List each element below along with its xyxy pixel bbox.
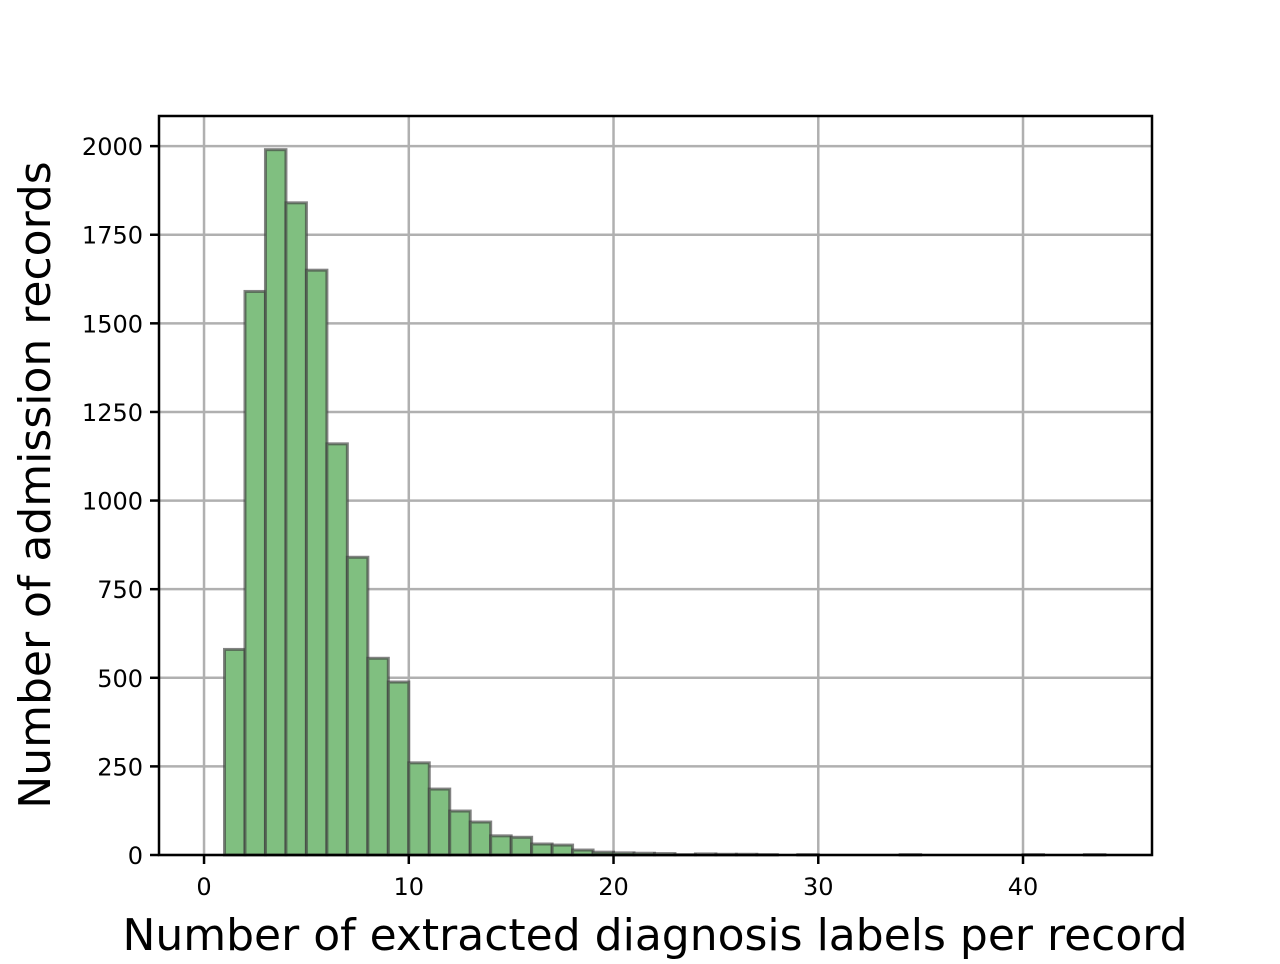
y-tick-label: 1500 xyxy=(82,310,143,338)
histogram-bar xyxy=(225,649,245,855)
y-tick-label: 250 xyxy=(97,753,143,781)
y-tick-label: 0 xyxy=(128,842,143,870)
x-tick-label: 40 xyxy=(1008,873,1039,901)
histogram-bar xyxy=(347,557,367,855)
y-axis-ticks: 0 250 500 750 1000 1250 1500 1750 2000 xyxy=(82,133,159,870)
y-axis-label: Number of admission records xyxy=(10,161,61,808)
histogram-bar xyxy=(532,844,552,855)
x-tick-label: 0 xyxy=(196,873,211,901)
histogram-bar xyxy=(429,789,449,855)
histogram-bar xyxy=(491,836,511,855)
histogram-bar xyxy=(511,837,531,855)
y-tick-label: 1250 xyxy=(82,399,143,427)
histogram-bar xyxy=(552,845,572,855)
histogram-bar xyxy=(470,822,490,855)
y-tick-label: 500 xyxy=(97,665,143,693)
y-tick-label: 1750 xyxy=(82,222,143,250)
histogram-bar xyxy=(368,658,388,855)
histogram-bar xyxy=(245,291,265,855)
x-tick-label: 30 xyxy=(803,873,834,901)
x-tick-label: 10 xyxy=(394,873,425,901)
y-tick-label: 750 xyxy=(97,576,143,604)
x-axis-label: Number of extracted diagnosis labels per… xyxy=(122,910,1187,960)
histogram-bar xyxy=(327,444,347,855)
histogram-bar xyxy=(388,682,408,855)
y-tick-label: 2000 xyxy=(82,133,143,161)
bars xyxy=(225,150,1105,855)
x-tick-label: 20 xyxy=(598,873,629,901)
histogram-bar xyxy=(409,763,429,855)
histogram-bar xyxy=(265,150,285,855)
histogram-bar xyxy=(306,270,326,855)
histogram-bar xyxy=(450,811,470,855)
histogram-bar xyxy=(286,203,306,855)
y-tick-label: 1000 xyxy=(82,488,143,516)
x-axis-ticks: 0 10 20 30 40 xyxy=(196,855,1038,901)
